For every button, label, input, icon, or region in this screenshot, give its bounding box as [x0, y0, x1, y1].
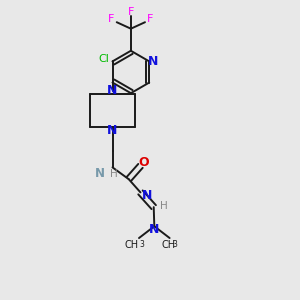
- Text: 3: 3: [140, 240, 145, 249]
- Text: F: F: [128, 7, 134, 16]
- Text: CH: CH: [125, 240, 139, 250]
- Text: N: N: [107, 124, 118, 137]
- Text: N: N: [142, 189, 153, 202]
- Text: N: N: [107, 84, 118, 97]
- Text: H: H: [160, 201, 168, 211]
- Text: N: N: [148, 55, 158, 68]
- Text: Cl: Cl: [98, 54, 109, 64]
- Text: N: N: [149, 223, 160, 236]
- Text: CH: CH: [161, 240, 176, 250]
- Text: O: O: [139, 156, 149, 169]
- Text: H: H: [110, 169, 117, 179]
- Text: N: N: [95, 167, 105, 180]
- Text: F: F: [147, 14, 154, 24]
- Text: F: F: [108, 14, 115, 24]
- Text: 3: 3: [172, 240, 177, 249]
